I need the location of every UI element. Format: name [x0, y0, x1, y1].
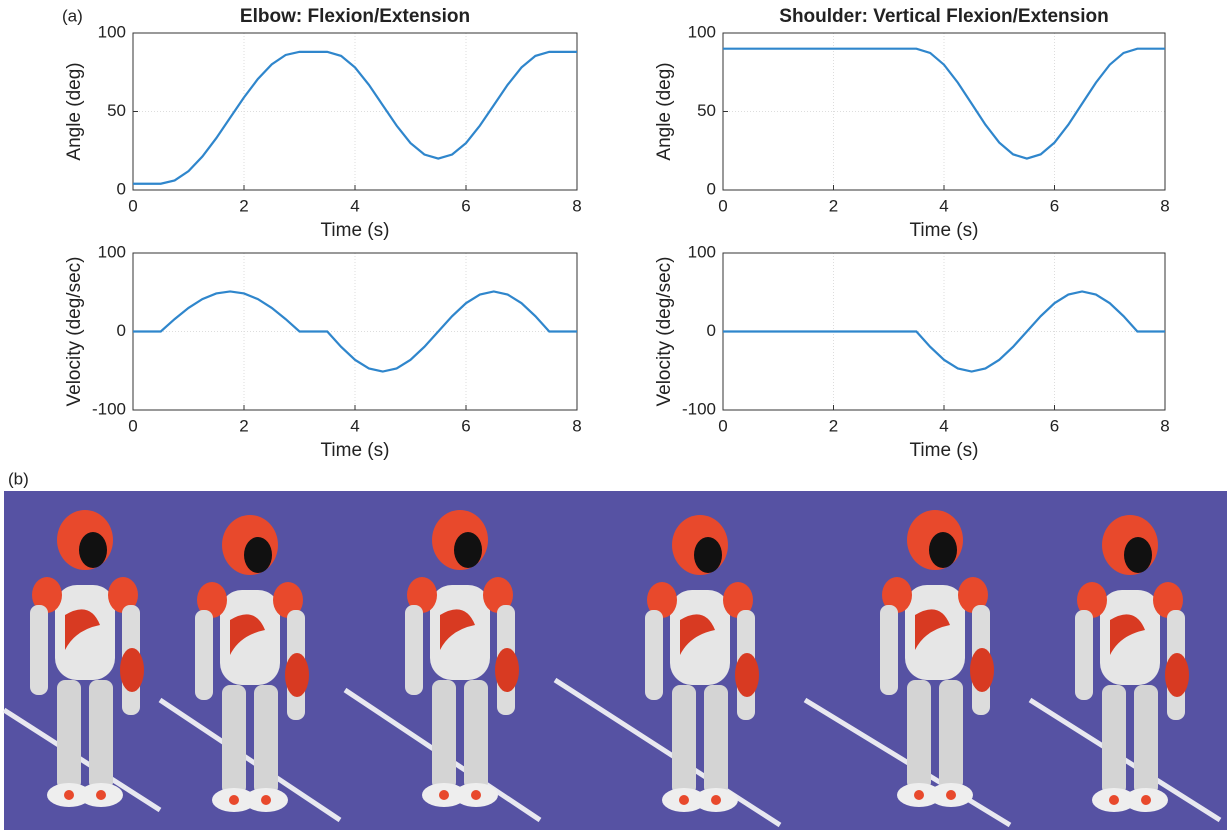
y-tick-label: -100	[682, 399, 716, 418]
x-tick-label: 2	[239, 196, 248, 215]
x-tick-label: 4	[350, 196, 359, 215]
y-axis-label: Angle (deg)	[654, 62, 675, 160]
y-tick-label: -100	[92, 399, 126, 418]
x-tick-label: 4	[350, 416, 359, 435]
y-tick-label: 100	[688, 22, 716, 41]
robot-strip	[4, 491, 1227, 830]
x-tick-label: 8	[1160, 196, 1169, 215]
y-tick-label: 100	[688, 242, 716, 261]
x-axis-label: Time (s)	[910, 220, 979, 241]
x-tick-label: 6	[461, 196, 470, 215]
y-axis-label: Velocity (deg/sec)	[64, 257, 85, 407]
x-tick-label: 6	[1050, 196, 1059, 215]
x-tick-label: 6	[1050, 416, 1059, 435]
chart-title: Elbow: Flexion/Extension	[240, 6, 470, 27]
panel-label: (b)	[8, 469, 29, 488]
x-tick-label: 2	[239, 416, 248, 435]
x-tick-label: 8	[1160, 416, 1169, 435]
y-axis-label: Velocity (deg/sec)	[654, 257, 675, 407]
x-axis-label: Time (s)	[321, 440, 390, 461]
y-tick-label: 50	[697, 101, 716, 120]
y-tick-label: 100	[98, 22, 126, 41]
panel-label: (a)	[62, 6, 83, 25]
x-axis-label: Time (s)	[910, 440, 979, 461]
figure: (a) (b) 0 2 4 6 8 0 50 100 Elbow: Flexion/Extens…	[0, 0, 1227, 830]
y-tick-label: 100	[98, 242, 126, 261]
x-tick-label: 4	[939, 196, 948, 215]
y-tick-label: 0	[707, 321, 716, 340]
x-tick-label: 0	[718, 196, 727, 215]
x-tick-label: 2	[829, 196, 838, 215]
chart-title: Shoulder: Vertical Flexion/Extension	[779, 6, 1108, 27]
x-tick-label: 0	[128, 416, 137, 435]
y-tick-label: 50	[107, 101, 126, 120]
y-tick-label: 0	[117, 179, 126, 198]
y-tick-label: 0	[117, 321, 126, 340]
x-tick-label: 6	[461, 416, 470, 435]
x-axis-label: Time (s)	[321, 220, 390, 241]
x-tick-label: 0	[128, 196, 137, 215]
page: {"panel_labels": ["(a)", "(b)"], "chart_…	[0, 0, 1227, 830]
y-tick-label: 0	[707, 179, 716, 198]
x-tick-label: 8	[572, 416, 581, 435]
x-tick-label: 0	[718, 416, 727, 435]
y-axis-label: Angle (deg)	[64, 62, 85, 160]
x-tick-label: 2	[829, 416, 838, 435]
x-tick-label: 8	[572, 196, 581, 215]
x-tick-label: 4	[939, 416, 948, 435]
